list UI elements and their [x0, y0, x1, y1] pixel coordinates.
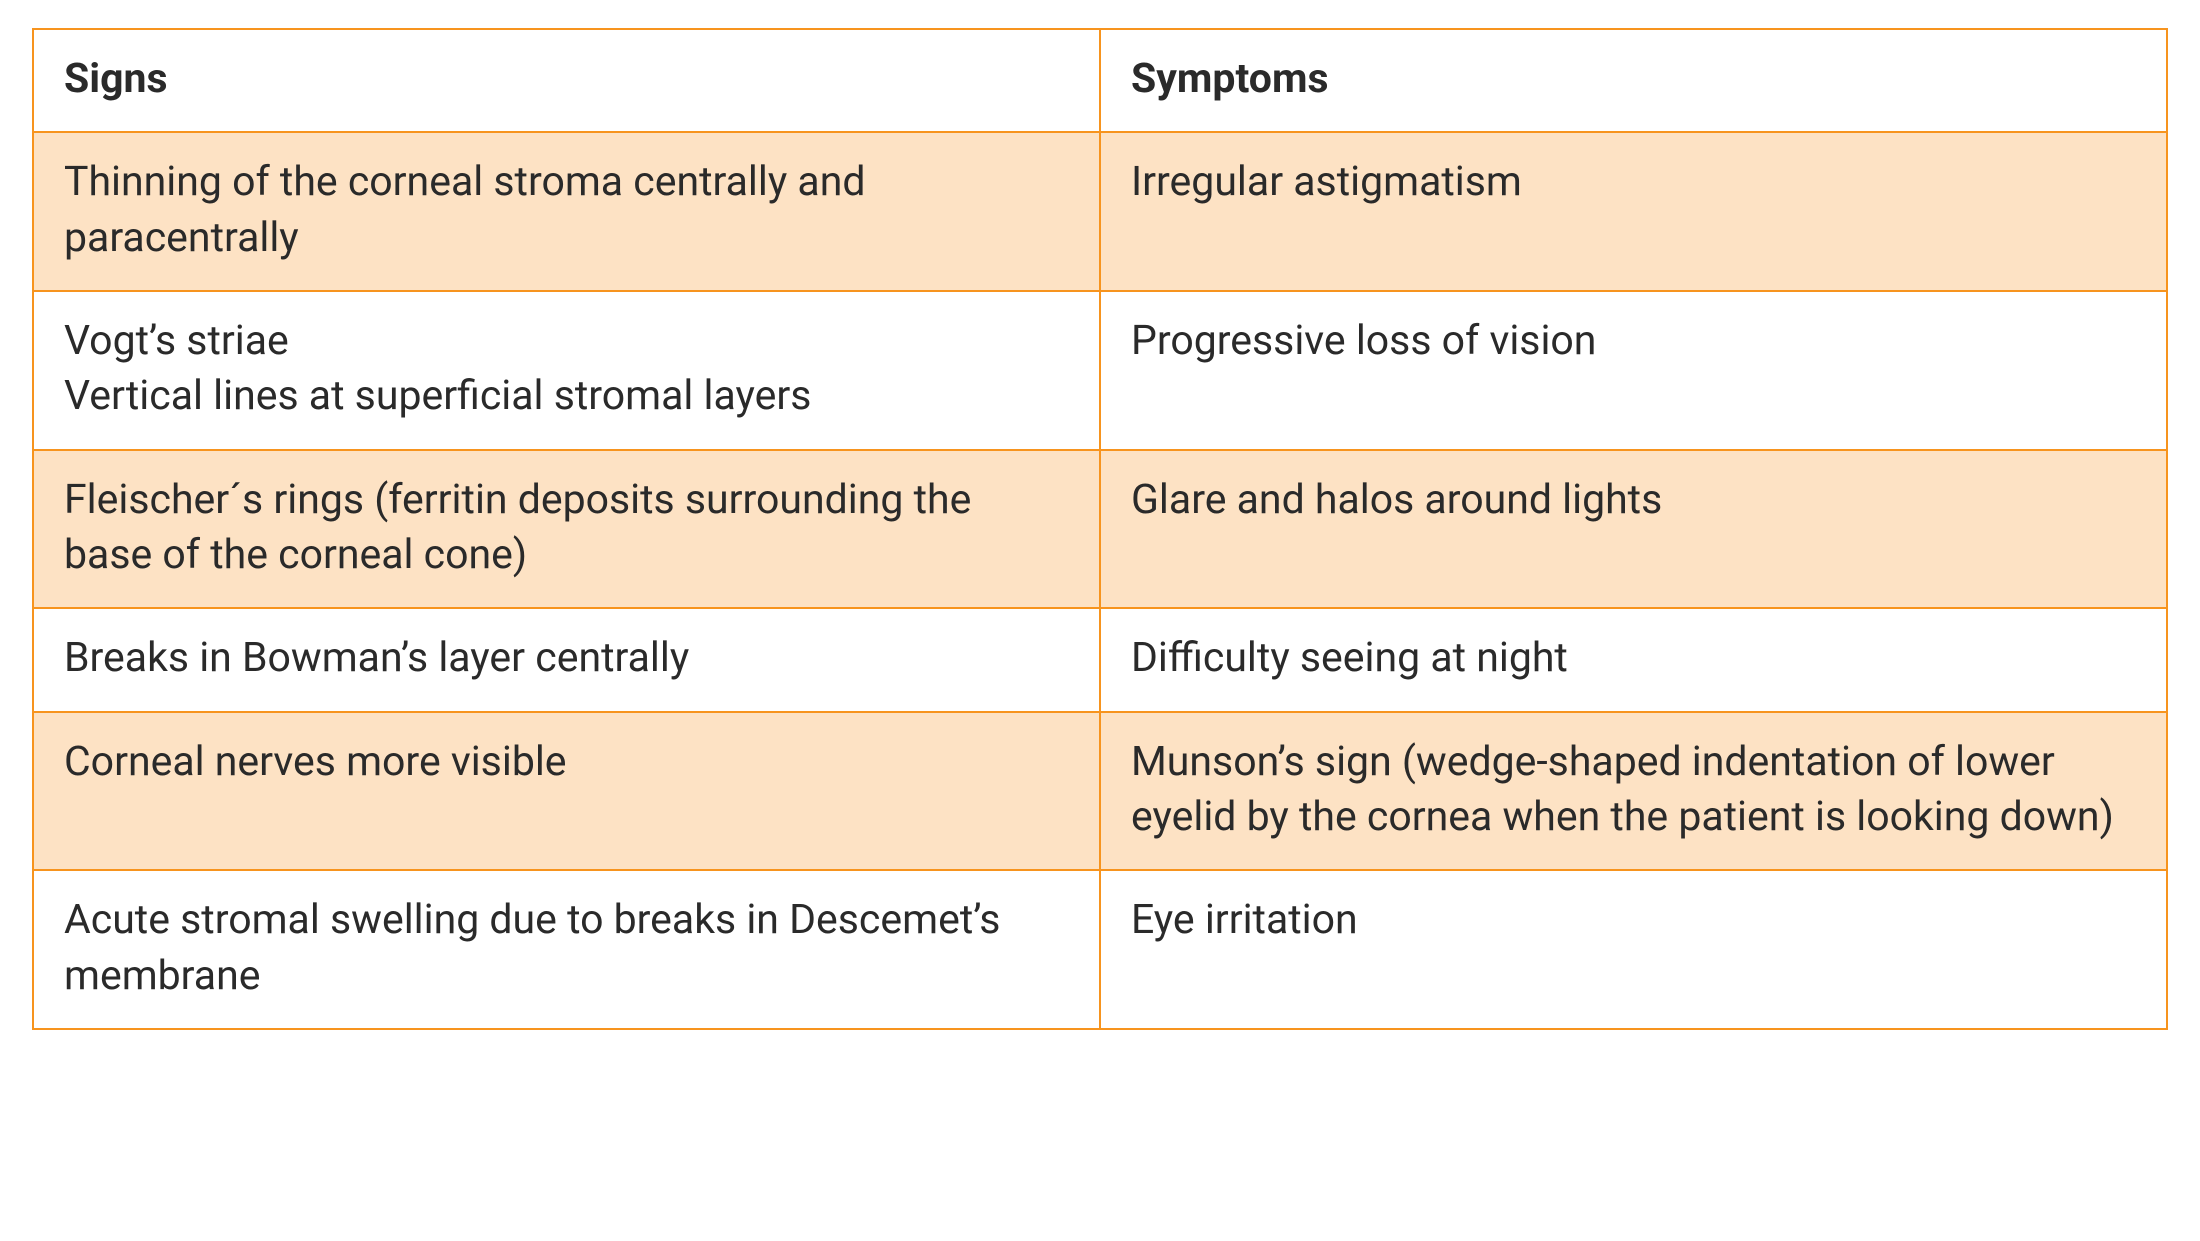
- cell-signs: Corneal nerves more visible: [33, 712, 1100, 871]
- signs-symptoms-table: Signs Symptoms Thinning of the corneal s…: [32, 28, 2168, 1030]
- table-header-row: Signs Symptoms: [33, 29, 2167, 132]
- column-header-symptoms: Symptoms: [1100, 29, 2167, 132]
- cell-signs: Breaks in Bowman’s layer centrally: [33, 608, 1100, 711]
- table-row: Vogt’s striaeVertical lines at superfici…: [33, 291, 2167, 450]
- column-header-signs: Signs: [33, 29, 1100, 132]
- cell-symptoms: Eye irritation: [1100, 870, 2167, 1029]
- table-row: Breaks in Bowman’s layer centrally Diffi…: [33, 608, 2167, 711]
- table-container: Signs Symptoms Thinning of the corneal s…: [0, 0, 2200, 1058]
- cell-signs: Acute stromal swelling due to breaks in …: [33, 870, 1100, 1029]
- cell-symptoms: Irregular astigmatism: [1100, 132, 2167, 291]
- table-row: Acute stromal swelling due to breaks in …: [33, 870, 2167, 1029]
- cell-symptoms: Difficulty seeing at night: [1100, 608, 2167, 711]
- cell-signs: Fleischer´s rings (ferritin deposits sur…: [33, 450, 1100, 609]
- cell-symptoms: Progressive loss of vision: [1100, 291, 2167, 450]
- cell-signs: Vogt’s striaeVertical lines at superfici…: [33, 291, 1100, 450]
- table-row: Thinning of the corneal stroma centrally…: [33, 132, 2167, 291]
- cell-signs: Thinning of the corneal stroma centrally…: [33, 132, 1100, 291]
- table-row: Fleischer´s rings (ferritin deposits sur…: [33, 450, 2167, 609]
- cell-symptoms: Glare and halos around lights: [1100, 450, 2167, 609]
- cell-symptoms: Munson’s sign (wedge-shaped indentation …: [1100, 712, 2167, 871]
- table-row: Corneal nerves more visible Munson’s sig…: [33, 712, 2167, 871]
